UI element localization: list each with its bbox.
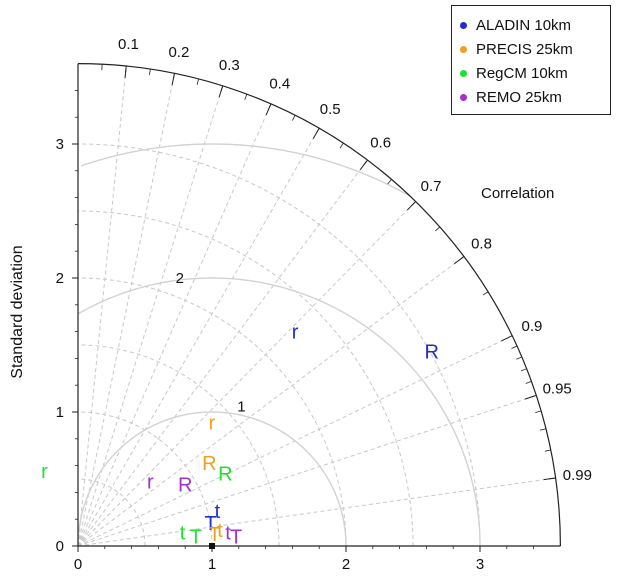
legend-label: RegCM 10km [476,65,568,82]
correlation-tick [525,395,536,399]
data-point-R: R [425,342,439,364]
correlation-minor-tick [316,128,319,133]
data-point-r: r [292,322,299,344]
legend-item: RegCM 10km [460,61,602,85]
correlation-minor-tick [340,143,343,148]
data-point-R: R [178,474,192,496]
correlation-tick [501,336,512,341]
correlation-tick-label: 0.1 [118,36,139,53]
correlation-tick-label: 0.9 [522,318,543,335]
data-point-r: r [147,472,154,494]
correlation-minor-tick [516,357,522,359]
correlation-tick-label: 0.5 [320,101,341,118]
correlation-minor-tick [292,115,295,120]
x-tick-label: 1 [208,556,216,573]
correlation-minor-tick [245,94,247,100]
y-axis-label: Standard deviation [9,245,26,378]
correlation-minor-tick [512,346,517,348]
correlation-tick-label: 0.95 [543,381,572,398]
correlation-minor-tick [197,79,199,85]
x-tick-label: 2 [342,556,350,573]
correlation-minor-tick [388,179,392,184]
correlation-grid-ray [78,128,319,546]
legend-label: REMO 25km [476,89,562,106]
correlation-grid-ray [78,66,126,546]
correlation-minor-tick [149,69,150,75]
correlation-minor-tick [435,227,440,231]
data-point-T: T [209,524,221,546]
y-tick-label: 2 [56,270,64,287]
correlation-tick-label: 0.2 [168,44,189,61]
correlation-grid-ray [78,160,367,546]
data-point-r: r [41,461,48,483]
correlation-minor-tick [221,86,223,92]
legend-marker-icon [460,70,467,77]
correlation-tick-label: 0.3 [219,57,240,74]
correlation-minor-tick [540,429,546,430]
correlation-minor-tick [550,478,556,479]
legend-item: ALADIN 10km [460,13,602,37]
correlation-minor-tick [269,104,271,109]
correlation-tick-label: 0.99 [563,467,592,484]
correlation-minor-tick [521,369,527,371]
data-point-T: T [190,527,202,549]
data-point-r: r [209,413,216,435]
y-tick-label: 3 [56,136,64,153]
correlation-grid-ray [78,395,536,546]
correlation-minor-tick [535,411,541,413]
legend-label: PRECIS 25km [476,41,573,58]
rms-contour [81,144,410,196]
legend-item: REMO 25km [460,85,602,109]
data-point-R: R [202,453,216,475]
correlation-minor-tick [483,292,488,295]
correlation-tick-label: 0.7 [421,178,442,195]
legend: ALADIN 10km PRECIS 25km RegCM 10km REMO 25k… [451,5,611,115]
correlation-grid-ray [78,257,464,546]
legend-marker-icon [460,22,467,29]
correlation-axis-label: Correlation [481,185,554,202]
correlation-grid-ray [78,104,271,546]
std-grid-arc [78,144,480,546]
legend-marker-icon [460,94,467,101]
correlation-minor-tick [526,381,532,383]
legend-label: ALADIN 10km [476,17,571,34]
rms-contour-label: 1 [237,399,245,416]
rms-contour-label: 2 [176,270,184,287]
x-tick-label: 3 [476,556,484,573]
std-grid-arc [78,211,413,546]
data-point-R: R [218,464,232,486]
correlation-minor-tick [459,257,464,261]
legend-marker-icon [460,46,467,53]
correlation-minor-tick [364,160,368,165]
correlation-minor-tick [545,450,551,451]
axes-layer: 00 1 1 2 2 3 3 0.1 0.2 0.3 0.4 0.5 0.6 0.7 0.8 0.9 0.95 0… [56,36,592,573]
correlation-tick-label: 0.8 [471,235,492,252]
y-tick-label: 1 [56,404,64,421]
x-tick-label: 0 [74,556,82,573]
correlation-tick-label: 0.6 [370,134,391,151]
data-point-T: T [230,527,242,549]
y-tick-label: 0 [56,538,64,555]
rms-contour [78,278,480,546]
legend-item: PRECIS 25km [460,37,602,61]
correlation-minor-tick [411,201,415,205]
correlation-tick-label: 0.4 [269,76,290,93]
data-point-t: t [180,523,186,545]
